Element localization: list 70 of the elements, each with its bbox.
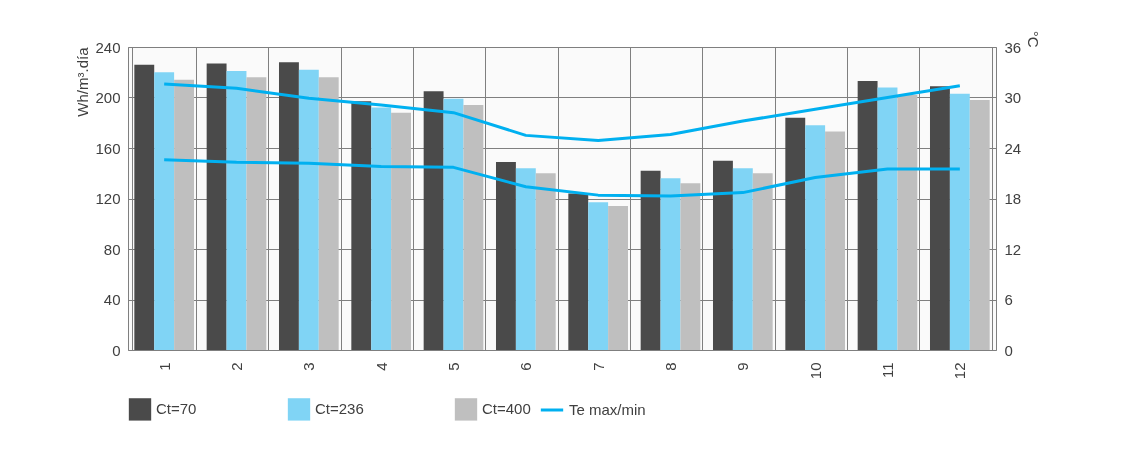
bar bbox=[515, 168, 536, 350]
bar bbox=[298, 69, 319, 350]
x-tick-label: 6 bbox=[517, 362, 535, 371]
legend-label: Ct=400 bbox=[482, 400, 531, 418]
x-tick-label: 9 bbox=[734, 362, 752, 371]
y2-tick-label: 36 bbox=[1004, 38, 1022, 56]
bar bbox=[949, 93, 970, 350]
y-tick-label: 40 bbox=[103, 291, 121, 308]
x-tick-label: 1 bbox=[155, 362, 173, 371]
x-tick-label: 2 bbox=[228, 362, 245, 371]
bar bbox=[805, 125, 826, 350]
x-tick-label: 12 bbox=[951, 362, 969, 380]
line-series bbox=[162, 158, 962, 198]
bar bbox=[535, 173, 556, 350]
y2-tick-label: 30 bbox=[1004, 89, 1022, 106]
y2-axis-title: °C bbox=[1025, 30, 1043, 48]
x-tick-label: 10 bbox=[806, 362, 824, 380]
x-tick-label: 3 bbox=[300, 362, 318, 371]
x-tick-label: 5 bbox=[445, 362, 462, 371]
bar bbox=[423, 91, 444, 350]
bar bbox=[496, 161, 516, 350]
bar bbox=[969, 100, 990, 350]
y2-tick-label: 0 bbox=[1004, 341, 1013, 359]
bar bbox=[134, 64, 155, 350]
bar bbox=[608, 206, 628, 350]
y-tick-label: 200 bbox=[95, 89, 121, 106]
bar bbox=[857, 81, 878, 350]
bar bbox=[752, 173, 773, 350]
bar bbox=[732, 168, 753, 350]
bar bbox=[785, 117, 806, 350]
bar bbox=[371, 107, 392, 350]
y-tick-label: 160 bbox=[95, 139, 121, 157]
legend-label: Ct=236 bbox=[315, 400, 364, 418]
bar bbox=[226, 70, 247, 350]
y-axis-title: Wh/m³.día bbox=[74, 46, 92, 117]
bar bbox=[877, 87, 898, 350]
bar bbox=[713, 160, 733, 350]
y2-tick-label: 12 bbox=[1004, 240, 1022, 258]
y-tick-label: 120 bbox=[95, 190, 121, 207]
x-tick-label: 8 bbox=[662, 362, 679, 371]
bar bbox=[246, 77, 267, 350]
y-tick-label: 80 bbox=[103, 240, 121, 258]
bar bbox=[206, 63, 227, 350]
bar bbox=[568, 193, 589, 350]
bar bbox=[680, 183, 701, 350]
line-series bbox=[162, 82, 962, 142]
bar bbox=[279, 62, 299, 350]
y2-tick-label: 18 bbox=[1004, 190, 1022, 207]
x-tick-label: 4 bbox=[372, 362, 390, 371]
bar bbox=[640, 170, 661, 350]
legend-label: Te max/min bbox=[569, 401, 646, 418]
bar bbox=[351, 101, 372, 350]
bar bbox=[588, 202, 609, 350]
y2-tick-label: 6 bbox=[1004, 291, 1013, 308]
x-tick-label: 11 bbox=[879, 362, 896, 379]
bar bbox=[443, 98, 464, 350]
bar bbox=[318, 77, 339, 350]
y2-tick-label: 24 bbox=[1004, 139, 1022, 157]
bar bbox=[463, 105, 484, 350]
x-tick-label: 7 bbox=[589, 362, 607, 371]
bar bbox=[930, 86, 950, 350]
y-tick-label: 240 bbox=[95, 38, 121, 56]
legend-label: Ct=70 bbox=[156, 400, 197, 418]
bar bbox=[174, 79, 194, 350]
bar bbox=[897, 94, 918, 350]
bar bbox=[391, 112, 411, 350]
bar bbox=[825, 131, 845, 350]
bar bbox=[154, 72, 175, 350]
bar bbox=[660, 178, 681, 350]
y-tick-label: 0 bbox=[112, 341, 121, 359]
